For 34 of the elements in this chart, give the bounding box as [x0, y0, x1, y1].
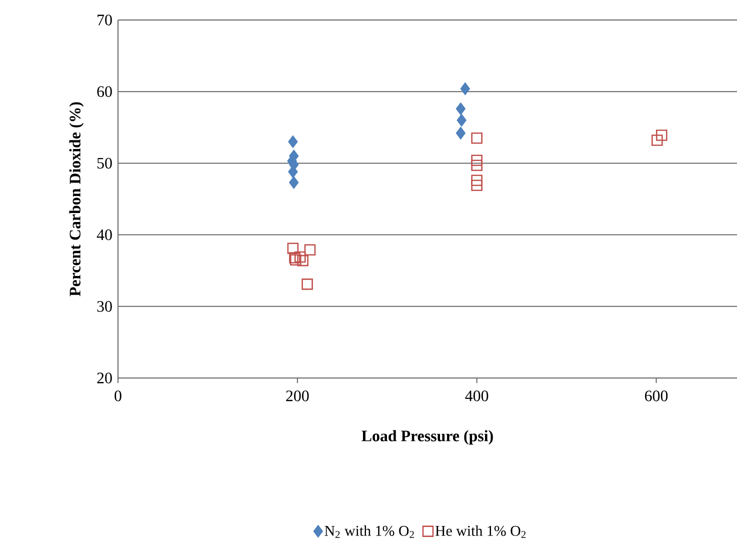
legend-label: He with 1% O$_{2}$	[435, 525, 526, 538]
x-tick-label: 0	[114, 390, 122, 402]
y-tick-label: 30	[97, 301, 112, 312]
y-axis-title: Percent Carbon Dioxide (%)	[69, 102, 84, 296]
y-tick-label: 50	[97, 158, 112, 169]
point	[297, 254, 308, 266]
point	[652, 134, 663, 146]
point	[302, 278, 313, 290]
x-tick-label: 400	[465, 390, 488, 402]
point	[294, 251, 306, 263]
point	[471, 160, 482, 171]
point	[471, 180, 482, 192]
point	[290, 254, 302, 266]
point	[288, 136, 298, 148]
y-tick-label: 20	[97, 372, 112, 384]
y-tick-label: 70	[98, 14, 112, 26]
y-tick-label: 40	[96, 229, 112, 240]
x-tick-label: 600	[644, 390, 668, 402]
x-tick-label: 200	[286, 390, 309, 402]
point	[471, 154, 482, 166]
point	[471, 132, 482, 144]
y-tick-label: 60	[97, 86, 112, 97]
point	[456, 102, 466, 115]
point	[456, 114, 466, 126]
point	[304, 244, 316, 256]
point	[656, 130, 668, 141]
x-axis-title: Load Pressure (psi)	[362, 430, 493, 445]
point	[471, 174, 482, 186]
point	[289, 252, 300, 264]
point	[460, 82, 470, 95]
legend-label: N$_{2}$ with 1% O$_{2}$	[324, 525, 414, 538]
point	[289, 176, 299, 189]
point	[456, 126, 466, 140]
point	[287, 242, 299, 254]
